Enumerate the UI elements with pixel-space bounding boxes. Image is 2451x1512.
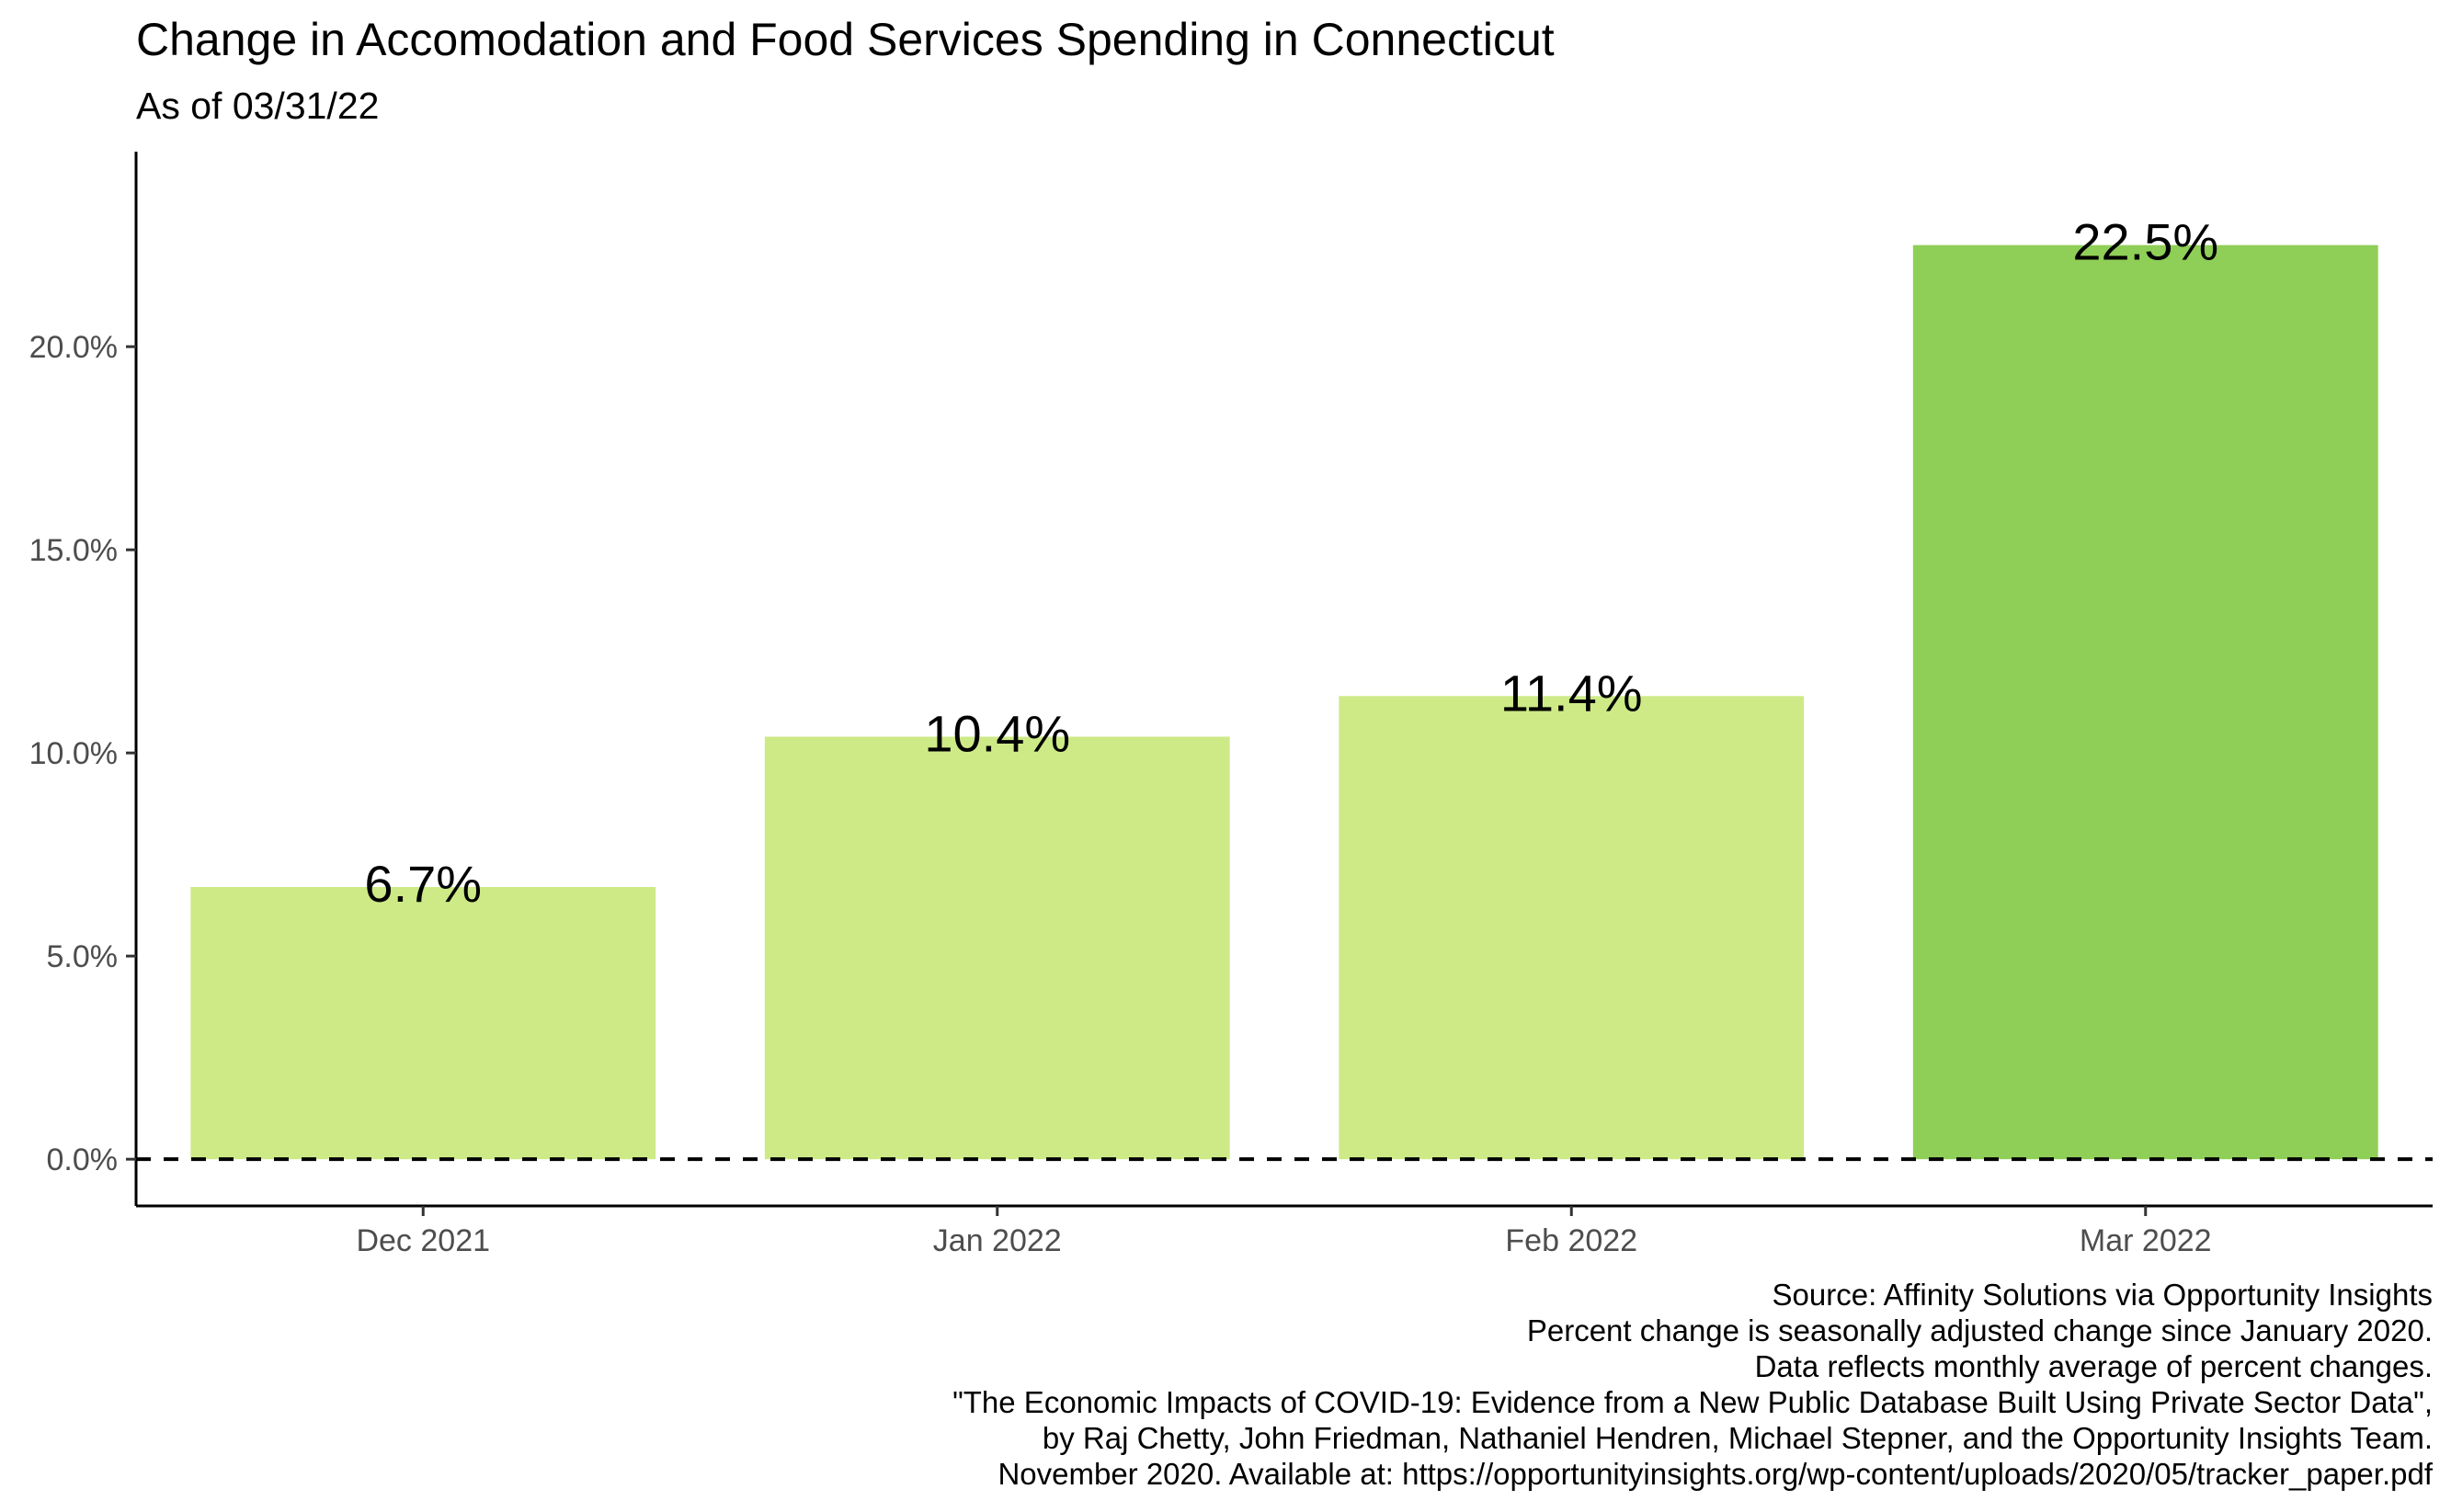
y-tick-label: 10.0% [29,736,118,771]
caption-line: Source: Affinity Solutions via Opportuni… [1773,1278,2433,1312]
caption-line: by Raj Chetty, John Friedman, Nathaniel … [1043,1421,2433,1455]
caption-line: "The Economic Impacts of COVID-19: Evide… [952,1385,2433,1419]
caption-layer: Source: Affinity Solutions via Opportuni… [952,1278,2434,1491]
bar-labels-layer: 6.7% 10.4% 11.4% 22.5% [364,213,2218,913]
y-tick-label: 15.0% [29,533,118,568]
axes-layer: 0.0% 5.0% 10.0% 15.0% 20.0% Dec 2021 Jan 2022 F… [29,152,2433,1258]
bar-mar-2022 [1912,244,2378,1160]
chart-subtitle: As of 03/31/22 [136,85,379,127]
bar-value-label: 11.4% [1500,664,1643,722]
y-tick-label: 5.0% [47,939,119,974]
x-tick-label: Mar 2022 [2080,1223,2212,1258]
chart-title: Change in Accomodation and Food Services… [136,14,1555,65]
bars-layer [190,244,2378,1160]
caption-line: Data reflects monthly average of percent… [1755,1349,2433,1383]
bar-feb-2022 [1339,696,1805,1160]
y-tick-label: 0.0% [47,1143,119,1177]
x-tick-label: Dec 2021 [356,1223,490,1258]
bar-dec-2021 [190,887,656,1160]
bar-jan-2022 [764,736,1230,1160]
x-tick-label: Jan 2022 [933,1223,1062,1258]
bar-value-label: 6.7% [364,855,482,913]
x-tick-label: Feb 2022 [1505,1223,1637,1258]
bar-value-label: 22.5% [2072,213,2218,271]
y-tick-label: 20.0% [29,330,118,365]
bar-value-label: 10.4% [924,704,1070,762]
caption-line: Percent change is seasonally adjusted ch… [1527,1313,2433,1347]
caption-line: November 2020. Available at: https://opp… [998,1457,2433,1491]
